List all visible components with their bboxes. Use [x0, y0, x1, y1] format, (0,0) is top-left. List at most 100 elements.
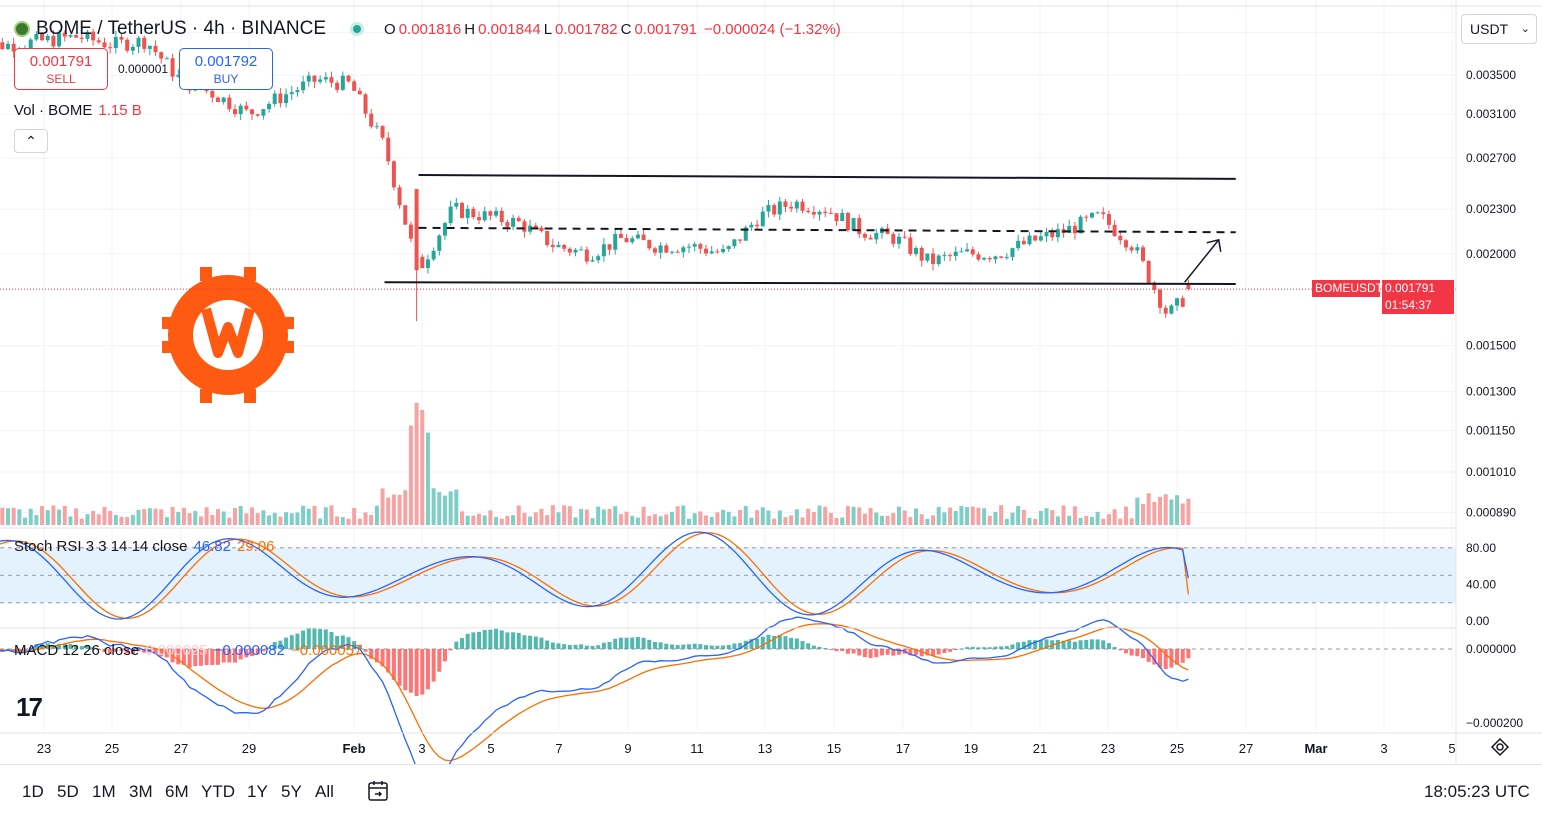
timeframe-3m[interactable]: 3M: [129, 782, 153, 801]
macd-histogram-bar: [1169, 649, 1174, 668]
macd-pane: [0, 616, 1456, 764]
stoch-rsi-name: Stoch RSI 3 3 14 14 close: [14, 538, 188, 555]
stoch-rsi-legend[interactable]: Stoch RSI 3 3 14 14 close 46.82 29.06: [14, 538, 275, 555]
macd-legend[interactable]: MACD 12 26 close 0.000025 −0.000082 −0.0000…: [14, 642, 362, 659]
macd-histogram-bar: [181, 649, 186, 665]
stoch-d-value: 29.06: [236, 538, 275, 555]
candle-body: [34, 33, 39, 40]
collapse-legend-button[interactable]: ⌃: [14, 129, 48, 153]
macd-histogram-bar: [982, 647, 987, 649]
macd-histogram-bar: [130, 649, 135, 654]
timeframe-ytd[interactable]: YTD: [201, 782, 235, 801]
macd-histogram-bar: [823, 648, 828, 650]
candle-body: [306, 75, 311, 82]
go-to-date-icon[interactable]: [366, 779, 390, 803]
volume-legend[interactable]: Vol · BOME 1.15 B: [14, 102, 142, 119]
candle-body: [215, 97, 220, 103]
macd-value: −0.000082: [213, 642, 285, 659]
candle-body: [1186, 284, 1191, 290]
timeframe-5y[interactable]: 5Y: [281, 782, 302, 801]
volume-bar: [1089, 516, 1094, 525]
timeframe-1m[interactable]: 1M: [92, 782, 116, 801]
volume-bar: [953, 510, 958, 525]
candle-body: [153, 45, 158, 53]
volume-bar: [79, 518, 84, 525]
volume-bar: [1050, 510, 1055, 525]
timeframe-1d[interactable]: 1D: [22, 782, 44, 801]
volume-bar: [1186, 498, 1191, 525]
volume-bar: [959, 505, 964, 525]
macd-histogram-bar: [567, 644, 572, 649]
candle-body: [851, 218, 856, 231]
macd-histogram-bar: [51, 645, 56, 649]
volume-bar: [1141, 504, 1145, 525]
candle-body: [340, 75, 345, 90]
macd-histogram-bar: [380, 649, 385, 667]
macd-histogram-bar: [811, 645, 816, 649]
buy-button[interactable]: 0.001792 BUY: [179, 48, 273, 90]
timeframe-6m[interactable]: 6M: [165, 782, 189, 801]
volume-bar: [289, 513, 294, 525]
candle-body: [108, 47, 113, 49]
candle-body: [590, 260, 595, 262]
volume-bar: [874, 512, 879, 525]
volume-bar: [885, 515, 890, 525]
volume-bar: [153, 508, 158, 525]
settings-icon[interactable]: [1490, 737, 1510, 757]
symbol-title[interactable]: BOME / TetherUS · 4h · BINANCE: [36, 18, 327, 39]
volume-bar: [215, 509, 220, 525]
volume-bar: [357, 518, 362, 525]
time-axis-label: 19: [964, 741, 978, 756]
volume-bar: [1055, 516, 1060, 525]
price-axis-label: 0.003100: [1466, 107, 1516, 121]
macd-histogram-bar: [23, 649, 28, 651]
utc-clock[interactable]: 18:05:23 UTC: [1424, 782, 1530, 801]
tradingview-logo[interactable]: 17: [16, 692, 43, 722]
macd-histogram-bar: [681, 644, 686, 649]
chart-canvas[interactable]: 0.0040000.0035000.0031000.0027000.002300…: [0, 0, 1542, 764]
volume-bar: [0, 507, 5, 525]
volume-bar: [352, 507, 357, 525]
volume-bar: [119, 516, 124, 525]
macd-histogram-bar: [652, 641, 657, 649]
volume-bar: [556, 512, 561, 525]
volume-bar: [380, 488, 385, 525]
candle-body: [346, 75, 351, 82]
macd-histogram-bar: [329, 631, 334, 649]
sell-button[interactable]: 0.001791 SELL: [14, 48, 108, 90]
macd-histogram-bar: [641, 637, 646, 649]
volume-bar: [999, 505, 1004, 525]
volume-bar: [465, 515, 470, 525]
macd-histogram-bar: [1135, 649, 1140, 657]
volume-bar: [108, 511, 113, 525]
time-axis-label: 23: [37, 741, 51, 756]
macd-histogram-bar: [91, 647, 96, 649]
volume-bar: [931, 515, 936, 525]
chevron-down-icon: ⌄: [1520, 23, 1530, 35]
stoch-axis-label: 0.00: [1466, 614, 1490, 628]
macd-histogram-bar: [573, 644, 578, 649]
timeframe-5d[interactable]: 5D: [57, 782, 79, 801]
volume-bar: [403, 490, 408, 525]
timeframe-all[interactable]: All: [315, 782, 334, 801]
candle-body: [965, 249, 970, 252]
candle-body: [579, 249, 584, 251]
macd-histogram-bar: [993, 646, 998, 649]
macd-histogram-bar: [783, 636, 788, 649]
price-axis-label: 0.003500: [1466, 68, 1516, 82]
currency-selector[interactable]: USDT ⌄: [1461, 14, 1537, 44]
volume-bar: [726, 511, 731, 525]
macd-histogram-bar: [198, 649, 203, 666]
candle-body: [159, 52, 164, 59]
volume-bar: [896, 506, 901, 525]
macd-histogram-bar: [1016, 642, 1021, 649]
candle-body: [777, 201, 782, 215]
macd-histogram-bar: [738, 642, 743, 649]
time-axis-label: 3: [1380, 741, 1387, 756]
timeframe-1y[interactable]: 1Y: [247, 782, 268, 801]
volume-bar: [505, 516, 510, 525]
volume-bar: [448, 491, 453, 525]
macd-histogram-bar: [448, 649, 453, 651]
candle-body: [556, 245, 561, 248]
candle-body: [403, 205, 408, 225]
